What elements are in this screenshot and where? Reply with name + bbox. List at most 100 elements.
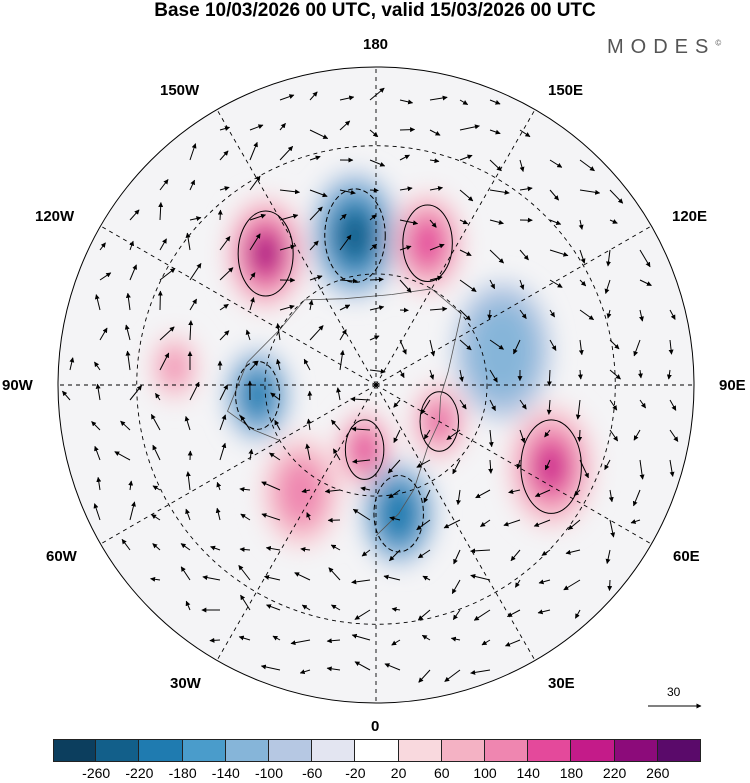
wind-vector [240, 513, 251, 521]
wind-vector [219, 330, 230, 341]
wind-vector [480, 519, 491, 527]
wind-vector [669, 399, 677, 411]
wind-vector [266, 604, 281, 611]
wind-vector [489, 399, 496, 412]
wind-vector [369, 214, 377, 221]
wind-vector [609, 219, 618, 224]
wind-vector [549, 219, 562, 225]
wind-vector [387, 459, 401, 474]
wind-vector [94, 445, 101, 461]
coastline [227, 288, 462, 537]
wind-vector [519, 399, 527, 410]
wind-vector [238, 564, 251, 581]
meridian-line [216, 384, 377, 661]
wind-vector [301, 488, 311, 494]
wind-vector [339, 278, 358, 284]
wind-vector [351, 579, 371, 585]
wind-vector [265, 545, 281, 551]
colorbar-tick-label: -220 [125, 765, 154, 781]
wind-vector [275, 358, 281, 371]
wind-vector [577, 369, 583, 380]
wind-vector [294, 572, 311, 581]
wind-vector [159, 267, 176, 281]
wind-vector [219, 303, 229, 311]
wind-vector [393, 429, 401, 444]
wind-vector [91, 421, 101, 431]
wind-vector [489, 219, 504, 225]
wind-vector [609, 339, 620, 350]
wind-vector [339, 304, 351, 311]
wind-vector [487, 309, 493, 320]
wind-vector [309, 275, 323, 281]
wind-vector [309, 189, 328, 198]
wind-vector [538, 579, 551, 585]
colorbar-swatch [96, 739, 140, 762]
wind-vector [331, 419, 341, 431]
wind-vector [158, 202, 164, 221]
wind-vector [459, 369, 464, 382]
wind-vector [309, 206, 323, 221]
colorbar-tick-label: -180 [168, 765, 197, 781]
wind-vector [489, 189, 510, 195]
wind-vector [159, 352, 170, 371]
wind-vector [261, 481, 281, 491]
wind-vector [159, 238, 167, 251]
wind-vector [489, 159, 502, 172]
wind-vector [489, 249, 504, 264]
wind-vector [328, 567, 341, 581]
wind-vector [459, 219, 469, 225]
wind-vector [351, 633, 371, 641]
wind-vector [443, 519, 461, 529]
wind-vector [249, 233, 261, 251]
wind-vector [189, 216, 202, 222]
wind-vector [269, 452, 281, 461]
wind-vector [238, 635, 251, 641]
wind-vector [249, 297, 255, 311]
wind-vector [350, 396, 371, 402]
wind-vector [125, 350, 131, 371]
colorbar-swatch [528, 739, 572, 762]
wind-vector [219, 442, 227, 461]
wind-vector [489, 99, 501, 105]
wind-vector [240, 415, 251, 431]
wind-vector [150, 576, 161, 582]
wind-vector [516, 459, 522, 470]
wind-vector [579, 159, 595, 172]
height-contour [344, 419, 385, 480]
wind-vector [639, 459, 645, 480]
wind-vector [459, 249, 472, 257]
wind-vector [475, 489, 491, 499]
colorbar-swatch [225, 739, 269, 762]
wind-vector [219, 267, 234, 281]
wind-vector [459, 99, 469, 106]
wind-vector [336, 387, 341, 401]
height-contours [235, 188, 582, 553]
wind-vector [549, 279, 563, 288]
wind-vector [504, 639, 521, 647]
wind-vector [189, 263, 202, 281]
wind-vector [155, 392, 161, 401]
wind-vector [279, 304, 295, 311]
wind-vector [305, 443, 311, 461]
colorbar-swatch [441, 739, 485, 762]
wind-vector [279, 213, 299, 221]
anomaly-blue-pacific [344, 221, 366, 251]
wind-vector [541, 549, 551, 556]
map-title: Base 10/03/2026 00 UTC, valid 15/03/2026… [154, 0, 596, 21]
wind-vector [361, 549, 371, 557]
wind-vector [180, 543, 191, 551]
wind-vector [422, 575, 431, 581]
wind-vector [272, 635, 281, 641]
wind-vector [210, 545, 221, 551]
wind-vector [369, 335, 380, 341]
anomaly-pink-canada [164, 352, 185, 383]
wind-vector [245, 329, 251, 341]
wind-vector [514, 579, 521, 588]
height-contour [324, 188, 386, 283]
wind-vector [369, 129, 379, 138]
wind-vector [188, 320, 194, 341]
wind-vector [369, 243, 378, 251]
wind-vector [339, 349, 345, 371]
colorbar-tick-label: -260 [82, 765, 111, 781]
wind-vector [249, 213, 267, 221]
